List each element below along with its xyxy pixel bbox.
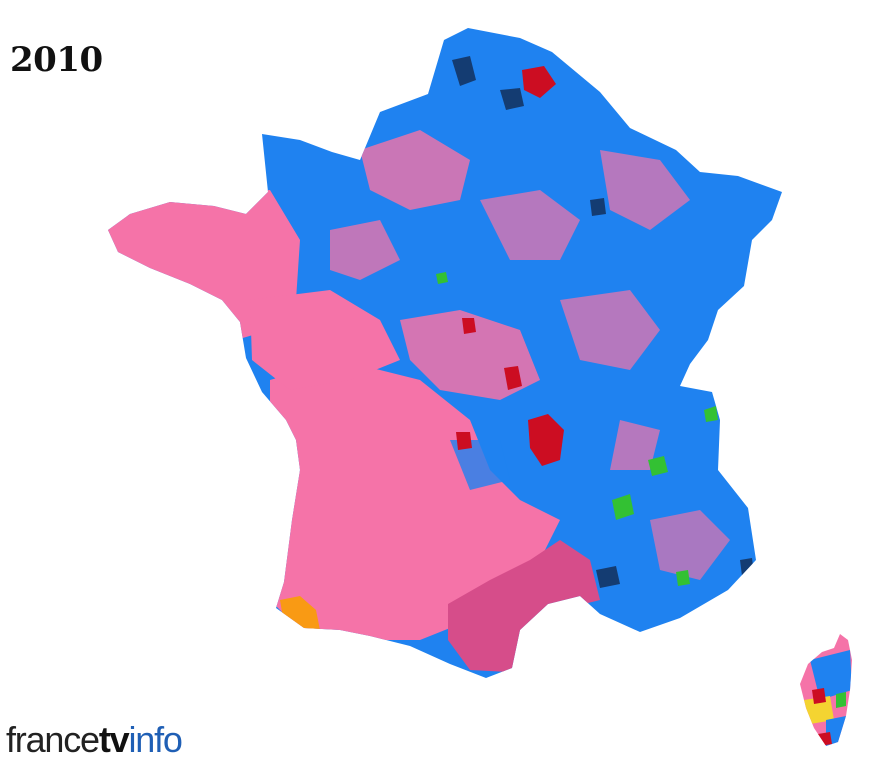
map-title-year: 2010 — [10, 40, 103, 80]
region-southwest — [270, 360, 560, 640]
region-brittany — [108, 190, 300, 340]
corsica-patches — [804, 650, 852, 746]
brand-logo: francetvinfo — [6, 719, 183, 760]
region-red-center — [528, 414, 564, 466]
logo-part-tv: tv — [98, 719, 130, 760]
region-languedoc — [448, 540, 600, 672]
region-west — [250, 290, 400, 390]
logo-part-france: france — [6, 719, 100, 760]
logo-part-info: info — [128, 719, 182, 760]
mainland-patches — [108, 56, 754, 672]
region-center — [400, 310, 540, 400]
region-red-north — [522, 66, 556, 98]
